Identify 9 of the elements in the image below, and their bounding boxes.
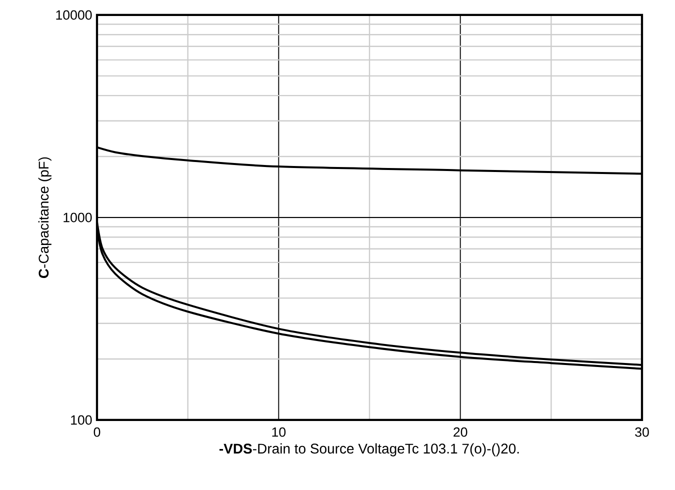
y-tick-label: 10000 bbox=[56, 10, 92, 20]
x-tick-label: 20 bbox=[454, 427, 468, 437]
x-tick-label: 10 bbox=[272, 427, 286, 437]
x-axis-title: -VDS-Drain to Source VoltageTc 103.1 7(o)-()20. bbox=[219, 443, 519, 456]
y-axis-title: C-Capacitance (pF) bbox=[38, 157, 52, 278]
x-tick-label: 30 bbox=[635, 427, 649, 437]
y-tick-label: 100 bbox=[71, 415, 92, 425]
y-tick-label: 1000 bbox=[64, 212, 92, 222]
x-tick-label: 0 bbox=[94, 427, 100, 437]
